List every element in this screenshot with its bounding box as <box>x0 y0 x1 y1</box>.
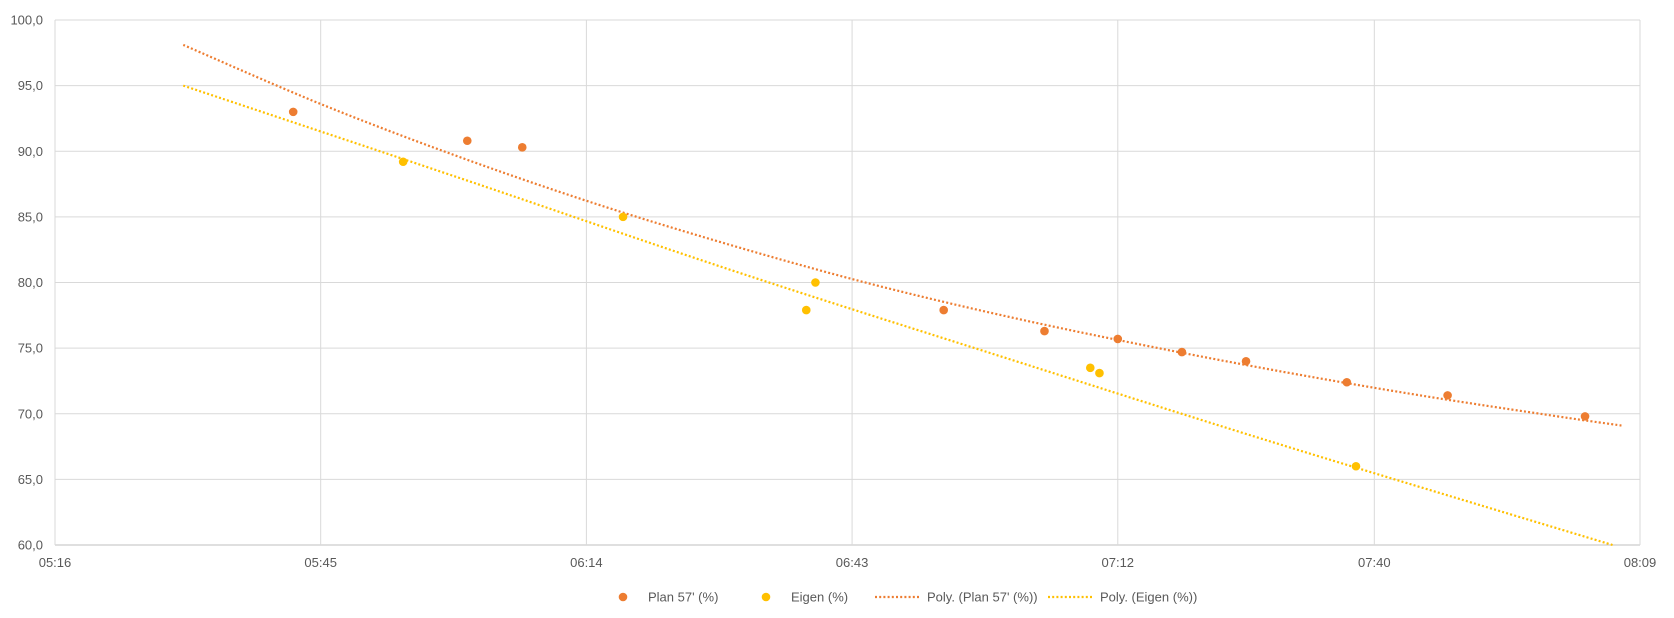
legend-label: Poly. (Plan 57' (%)) <box>927 590 1038 605</box>
x-tick-label: 07:12 <box>1102 555 1135 570</box>
y-tick-label: 90,0 <box>18 144 43 159</box>
data-point <box>1177 347 1187 357</box>
data-point <box>1085 363 1095 373</box>
data-points <box>288 107 1590 471</box>
data-point <box>1113 334 1123 344</box>
y-tick-label: 100,0 <box>10 13 43 28</box>
data-point <box>1095 368 1104 378</box>
data-point <box>1351 461 1361 471</box>
trendline-3 <box>182 84 1613 547</box>
data-point <box>801 305 811 315</box>
x-tick-label: 06:14 <box>570 555 603 570</box>
y-tick-label: 70,0 <box>18 406 43 421</box>
y-tick-label: 60,0 <box>18 538 43 553</box>
trendlines <box>182 43 1622 547</box>
y-tick-label: 85,0 <box>18 209 43 224</box>
legend-label: Poly. (Eigen (%)) <box>1100 590 1197 605</box>
data-point <box>1241 356 1251 366</box>
x-axis-ticks: 05:16 05:45 06:14 06:43 07:12 07:40 08:09 <box>39 555 1657 570</box>
data-point <box>811 278 820 287</box>
x-tick-label: 08:09 <box>1624 555 1657 570</box>
x-tick-label: 05:45 <box>304 555 337 570</box>
trendline-2 <box>182 43 1622 427</box>
legend-label: Eigen (%) <box>791 590 848 605</box>
y-tick-label: 65,0 <box>18 472 43 487</box>
data-point <box>288 107 298 117</box>
data-point <box>462 136 472 146</box>
grid <box>54 19 1641 546</box>
y-tick-label: 75,0 <box>18 341 43 356</box>
data-point <box>618 212 628 222</box>
data-point <box>398 157 408 167</box>
data-point <box>1342 377 1352 387</box>
legend-dot-marker <box>618 592 628 602</box>
y-tick-label: 80,0 <box>18 275 43 290</box>
data-point <box>517 143 527 152</box>
y-axis-ticks: 60,0 65,0 70,0 75,0 80,0 85,0 90,0 95,0 100,0 <box>10 13 43 553</box>
x-tick-label: 07:40 <box>1358 555 1391 570</box>
y-tick-label: 95,0 <box>18 78 43 93</box>
data-point <box>1580 412 1590 421</box>
data-point <box>1040 326 1049 336</box>
legend-label: Plan 57' (%) <box>648 590 718 605</box>
data-point <box>1443 391 1452 400</box>
x-tick-label: 05:16 <box>39 555 72 570</box>
data-point <box>939 305 948 315</box>
legend-dot-marker <box>761 592 771 602</box>
x-tick-label: 06:43 <box>836 555 869 570</box>
legend: Plan 57' (%) Eigen (%) Poly. (Plan 57' (%)… <box>618 590 1197 605</box>
